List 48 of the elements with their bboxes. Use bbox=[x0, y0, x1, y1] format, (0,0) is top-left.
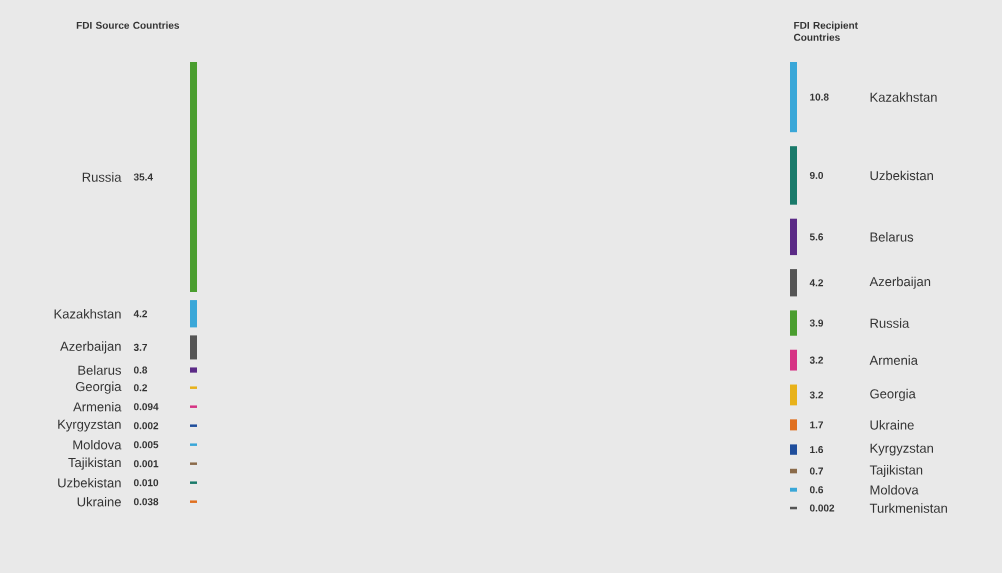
category-label: Armenia bbox=[869, 355, 918, 365]
data-label: 0.094 bbox=[133, 403, 159, 411]
data-label: 0.7 bbox=[809, 467, 824, 475]
category-label: Kazakhstan bbox=[870, 92, 937, 102]
category-label: Georgia bbox=[870, 388, 916, 401]
text: FDI Source Countries bbox=[76, 21, 180, 29]
data-label: 0.8 bbox=[133, 366, 148, 374]
category-label: Moldova bbox=[73, 439, 122, 450]
data-label: 0.6 bbox=[809, 486, 824, 494]
category-label: Georgia bbox=[75, 381, 122, 394]
data-label: 1.7 bbox=[810, 421, 824, 429]
category-label: Belarus bbox=[78, 365, 122, 375]
data-label: 0.001 bbox=[133, 460, 159, 468]
category-label: Uzbekistan bbox=[58, 477, 121, 488]
text: FDI Recipient Countries bbox=[793, 21, 858, 41]
category-label: Kyrgyzstan bbox=[870, 443, 933, 456]
data-label: 0.005 bbox=[133, 441, 159, 449]
data-label: 3.7 bbox=[133, 343, 148, 351]
data-label: 3.9 bbox=[809, 319, 824, 327]
data-label: 4.2 bbox=[809, 279, 824, 287]
category-label: Tajikistan bbox=[68, 457, 121, 470]
data-label: 3.2 bbox=[809, 391, 824, 399]
category-label: Tajikistan bbox=[869, 465, 923, 478]
category-label: Kazakhstan bbox=[54, 308, 121, 319]
data-label: 0.002 bbox=[809, 504, 835, 512]
data-label: 9.0 bbox=[809, 171, 824, 179]
data-label: 0.2 bbox=[133, 384, 148, 392]
category-label: Russia bbox=[870, 318, 910, 328]
data-label: 0.010 bbox=[133, 479, 159, 487]
data-label: 10.8 bbox=[810, 93, 829, 101]
data-label: 3.2 bbox=[809, 356, 824, 364]
data-label: 0.038 bbox=[133, 498, 159, 506]
category-label: Turkmenistan bbox=[869, 503, 947, 513]
data-label: 0.002 bbox=[133, 422, 159, 430]
data-label: 5.6 bbox=[809, 233, 824, 241]
data-label: 4.2 bbox=[133, 310, 148, 318]
category-label: Ukraine bbox=[77, 496, 121, 507]
category-label: Azerbaijan bbox=[60, 341, 121, 354]
data-label: 35.4 bbox=[133, 173, 153, 181]
category-label: Kyrgyzstan bbox=[58, 419, 121, 432]
data-label: 1.6 bbox=[810, 446, 824, 454]
category-label: Ukraine bbox=[870, 420, 914, 430]
category-label: Azerbaijan bbox=[869, 276, 931, 289]
category-label: Armenia bbox=[73, 401, 122, 412]
category-label: Russia bbox=[82, 172, 122, 182]
category-label: Uzbekistan bbox=[870, 170, 933, 181]
category-label: Belarus bbox=[870, 232, 914, 242]
category-label: Moldova bbox=[870, 484, 919, 495]
